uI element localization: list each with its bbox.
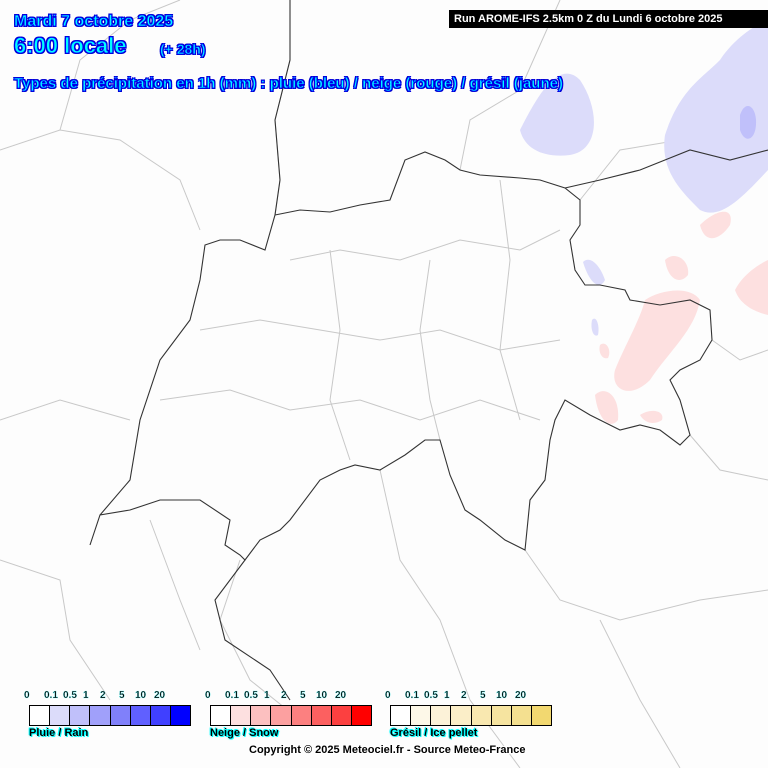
snow-area [735, 260, 768, 315]
legend-swatch [50, 706, 71, 725]
forecast-hour: 6:00 locale [14, 33, 127, 59]
rain-area [664, 20, 768, 213]
tick: 5 [300, 690, 306, 701]
legend-ticks: 0 0.1 0.5 1 2 5 10 20 [385, 690, 552, 704]
rain-area [520, 73, 594, 156]
legend-swatch [130, 706, 151, 725]
snow-area [700, 211, 731, 239]
legend-ticks: 0 0.1 0.5 1 2 5 10 20 [24, 690, 191, 704]
country-border [564, 149, 768, 189]
snow-area [640, 410, 663, 423]
legend-swatch [431, 706, 452, 725]
legend-swatch [150, 706, 171, 725]
tick: 0 [385, 690, 391, 701]
legend-swatch [30, 706, 51, 725]
map-subtitle: Types de précipitation en 1h (mm) : plui… [14, 75, 564, 93]
legend-color-bar [390, 705, 552, 726]
tick: 0.1 [225, 690, 239, 701]
model-run-label: Run AROME-IFS 2.5km 0 Z du Lundi 6 octob… [449, 10, 768, 28]
rain-area [740, 105, 757, 139]
country-border [214, 559, 291, 701]
country-borders [89, 0, 768, 701]
legend-color-bar [210, 705, 372, 726]
legend-swatch [451, 706, 472, 725]
legend-swatch [231, 706, 252, 725]
snow-area [599, 343, 610, 359]
country-border [274, 0, 291, 216]
tick: 0.5 [424, 690, 438, 701]
legend-snow: 0 0.1 0.5 1 2 5 10 20 Neige / Snow [205, 690, 372, 739]
snow-area [665, 255, 689, 280]
legend-swatch [531, 706, 551, 725]
legend-swatch [391, 706, 412, 725]
legend-swatch [491, 706, 512, 725]
tick: 1 [264, 690, 270, 701]
switzerland-border [89, 151, 713, 561]
tick: 5 [119, 690, 125, 701]
tick: 20 [154, 690, 166, 701]
tick: 0.1 [405, 690, 419, 701]
rain-area [583, 259, 605, 285]
tick: 0.5 [244, 690, 258, 701]
legend-swatch [110, 706, 131, 725]
tick: 2 [281, 690, 287, 701]
legend-swatch [170, 706, 190, 725]
tick: 1 [444, 690, 450, 701]
tick: 10 [496, 690, 508, 701]
legend-swatch [311, 706, 332, 725]
legend-label: Pluie / Rain [29, 727, 89, 739]
tick: 0 [24, 690, 30, 701]
forecast-date: Mardi 7 octobre 2025 [14, 13, 174, 31]
legend-swatch [291, 706, 312, 725]
forecast-lead-time: (+ 28h) [160, 41, 206, 58]
legend-swatch [351, 706, 371, 725]
tick: 2 [100, 690, 106, 701]
tick: 10 [135, 690, 147, 701]
legend-swatch [511, 706, 532, 725]
legend-color-bar [29, 705, 191, 726]
tick: 1 [83, 690, 89, 701]
precipitation-areas [520, 20, 768, 424]
legend-swatch [211, 706, 232, 725]
tick: 20 [515, 690, 527, 701]
legend-swatch [251, 706, 272, 725]
legend-swatch [411, 706, 432, 725]
copyright: Copyright © 2025 Meteociel.fr - Source M… [249, 744, 526, 756]
legend-swatch [271, 706, 292, 725]
legend-swatch [90, 706, 111, 725]
tick: 0.1 [44, 690, 58, 701]
snow-area [595, 391, 619, 424]
legend-swatch [70, 706, 91, 725]
tick: 0.5 [63, 690, 77, 701]
legend-ice-pellet: 0 0.1 0.5 1 2 5 10 20 Grésil / Ice pelle… [385, 690, 552, 739]
tick: 10 [316, 690, 328, 701]
tick: 0 [205, 690, 211, 701]
tick: 2 [461, 690, 467, 701]
legend-swatch [331, 706, 352, 725]
legend-rain: 0 0.1 0.5 1 2 5 10 20 Pluie / Rain [24, 690, 191, 739]
legend-ticks: 0 0.1 0.5 1 2 5 10 20 [205, 690, 372, 704]
tick: 5 [480, 690, 486, 701]
tick: 20 [335, 690, 347, 701]
rain-area [591, 318, 599, 336]
snow-area [614, 290, 700, 391]
legend-swatch [471, 706, 492, 725]
legend-label: Grésil / Ice pellet [390, 727, 478, 739]
legend-label: Neige / Snow [210, 727, 279, 739]
